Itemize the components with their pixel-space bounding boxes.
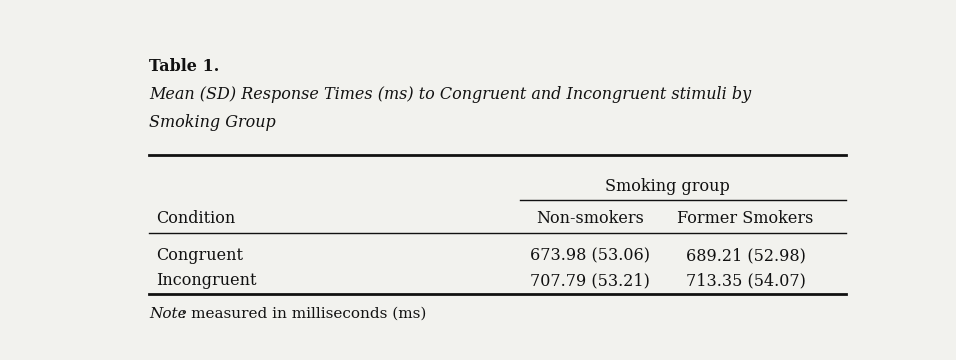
Text: Former Smokers: Former Smokers <box>678 210 814 226</box>
Text: 713.35 (54.07): 713.35 (54.07) <box>685 272 806 289</box>
Text: Non-smokers: Non-smokers <box>536 210 644 226</box>
Text: : measured in milliseconds (ms): : measured in milliseconds (ms) <box>181 307 426 320</box>
Text: Mean (SD) Response Times (ms) to Congruent and Incongruent stimuli by: Mean (SD) Response Times (ms) to Congrue… <box>149 86 751 103</box>
Text: 707.79 (53.21): 707.79 (53.21) <box>530 272 650 289</box>
Text: Smoking group: Smoking group <box>605 177 730 195</box>
Text: 689.21 (52.98): 689.21 (52.98) <box>685 247 806 264</box>
Text: Incongruent: Incongruent <box>157 272 257 289</box>
Text: Condition: Condition <box>157 210 236 226</box>
Text: Table 1.: Table 1. <box>149 58 219 76</box>
Text: Smoking Group: Smoking Group <box>149 114 276 131</box>
Text: Congruent: Congruent <box>157 247 244 264</box>
Text: 673.98 (53.06): 673.98 (53.06) <box>530 247 650 264</box>
Text: Note: Note <box>149 307 186 320</box>
